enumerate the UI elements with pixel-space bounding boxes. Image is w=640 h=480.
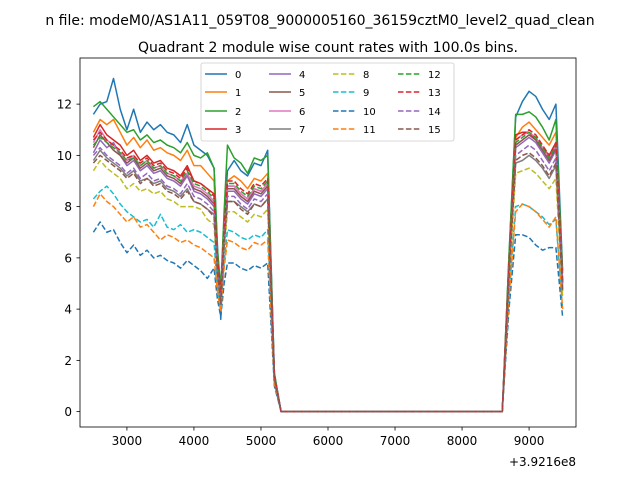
legend-label-2: 2 bbox=[235, 107, 241, 118]
series-line-9 bbox=[92, 185, 564, 413]
legend-label-1: 1 bbox=[235, 88, 241, 99]
legend-label-13: 13 bbox=[428, 88, 441, 99]
legend-label-0: 0 bbox=[235, 70, 241, 81]
legend-label-4: 4 bbox=[299, 70, 305, 81]
legend-label-6: 6 bbox=[299, 107, 305, 118]
series-line-15 bbox=[92, 152, 564, 413]
y-tick-label: 8 bbox=[64, 200, 72, 214]
legend-label-15: 15 bbox=[428, 125, 441, 136]
y-tick-label: 2 bbox=[64, 354, 72, 368]
series-line-13 bbox=[92, 129, 564, 413]
x-tick-label: 3000 bbox=[112, 434, 143, 448]
legend-label-9: 9 bbox=[363, 88, 369, 99]
legend-label-11: 11 bbox=[363, 125, 376, 136]
legend-label-8: 8 bbox=[363, 70, 369, 81]
y-tick-label: 0 bbox=[64, 405, 72, 419]
legend-frame bbox=[200, 62, 455, 142]
chart-title: Quadrant 2 module wise count rates with … bbox=[138, 40, 518, 56]
y-tick-label: 4 bbox=[64, 303, 72, 317]
x-tick-label: 9000 bbox=[514, 434, 545, 448]
legend-label-5: 5 bbox=[299, 88, 305, 99]
y-axis: 0 2 4 6 8 10 12 bbox=[57, 98, 80, 419]
x-axis: 3000 4000 5000 6000 7000 8000 9000 bbox=[112, 427, 545, 448]
x-tick-label: 6000 bbox=[313, 434, 344, 448]
y-tick-label: 6 bbox=[64, 251, 72, 265]
x-axis-offset-label: +3.9216e8 bbox=[509, 455, 576, 469]
x-tick-label: 7000 bbox=[380, 434, 411, 448]
legend-label-14: 14 bbox=[428, 107, 441, 118]
plot-lines bbox=[92, 77, 564, 413]
x-tick-label: 8000 bbox=[447, 434, 478, 448]
y-tick-label: 12 bbox=[57, 98, 72, 112]
x-tick-label: 4000 bbox=[179, 434, 210, 448]
y-tick-label: 10 bbox=[57, 149, 72, 163]
x-tick-label: 5000 bbox=[246, 434, 277, 448]
legend-label-7: 7 bbox=[299, 125, 305, 136]
legend-label-10: 10 bbox=[363, 107, 376, 118]
chart-suptitle: n file: modeM0/AS1A11_059T08_9000005160_… bbox=[45, 13, 594, 29]
legend-label-3: 3 bbox=[235, 125, 241, 136]
legend-label-12: 12 bbox=[428, 70, 441, 81]
